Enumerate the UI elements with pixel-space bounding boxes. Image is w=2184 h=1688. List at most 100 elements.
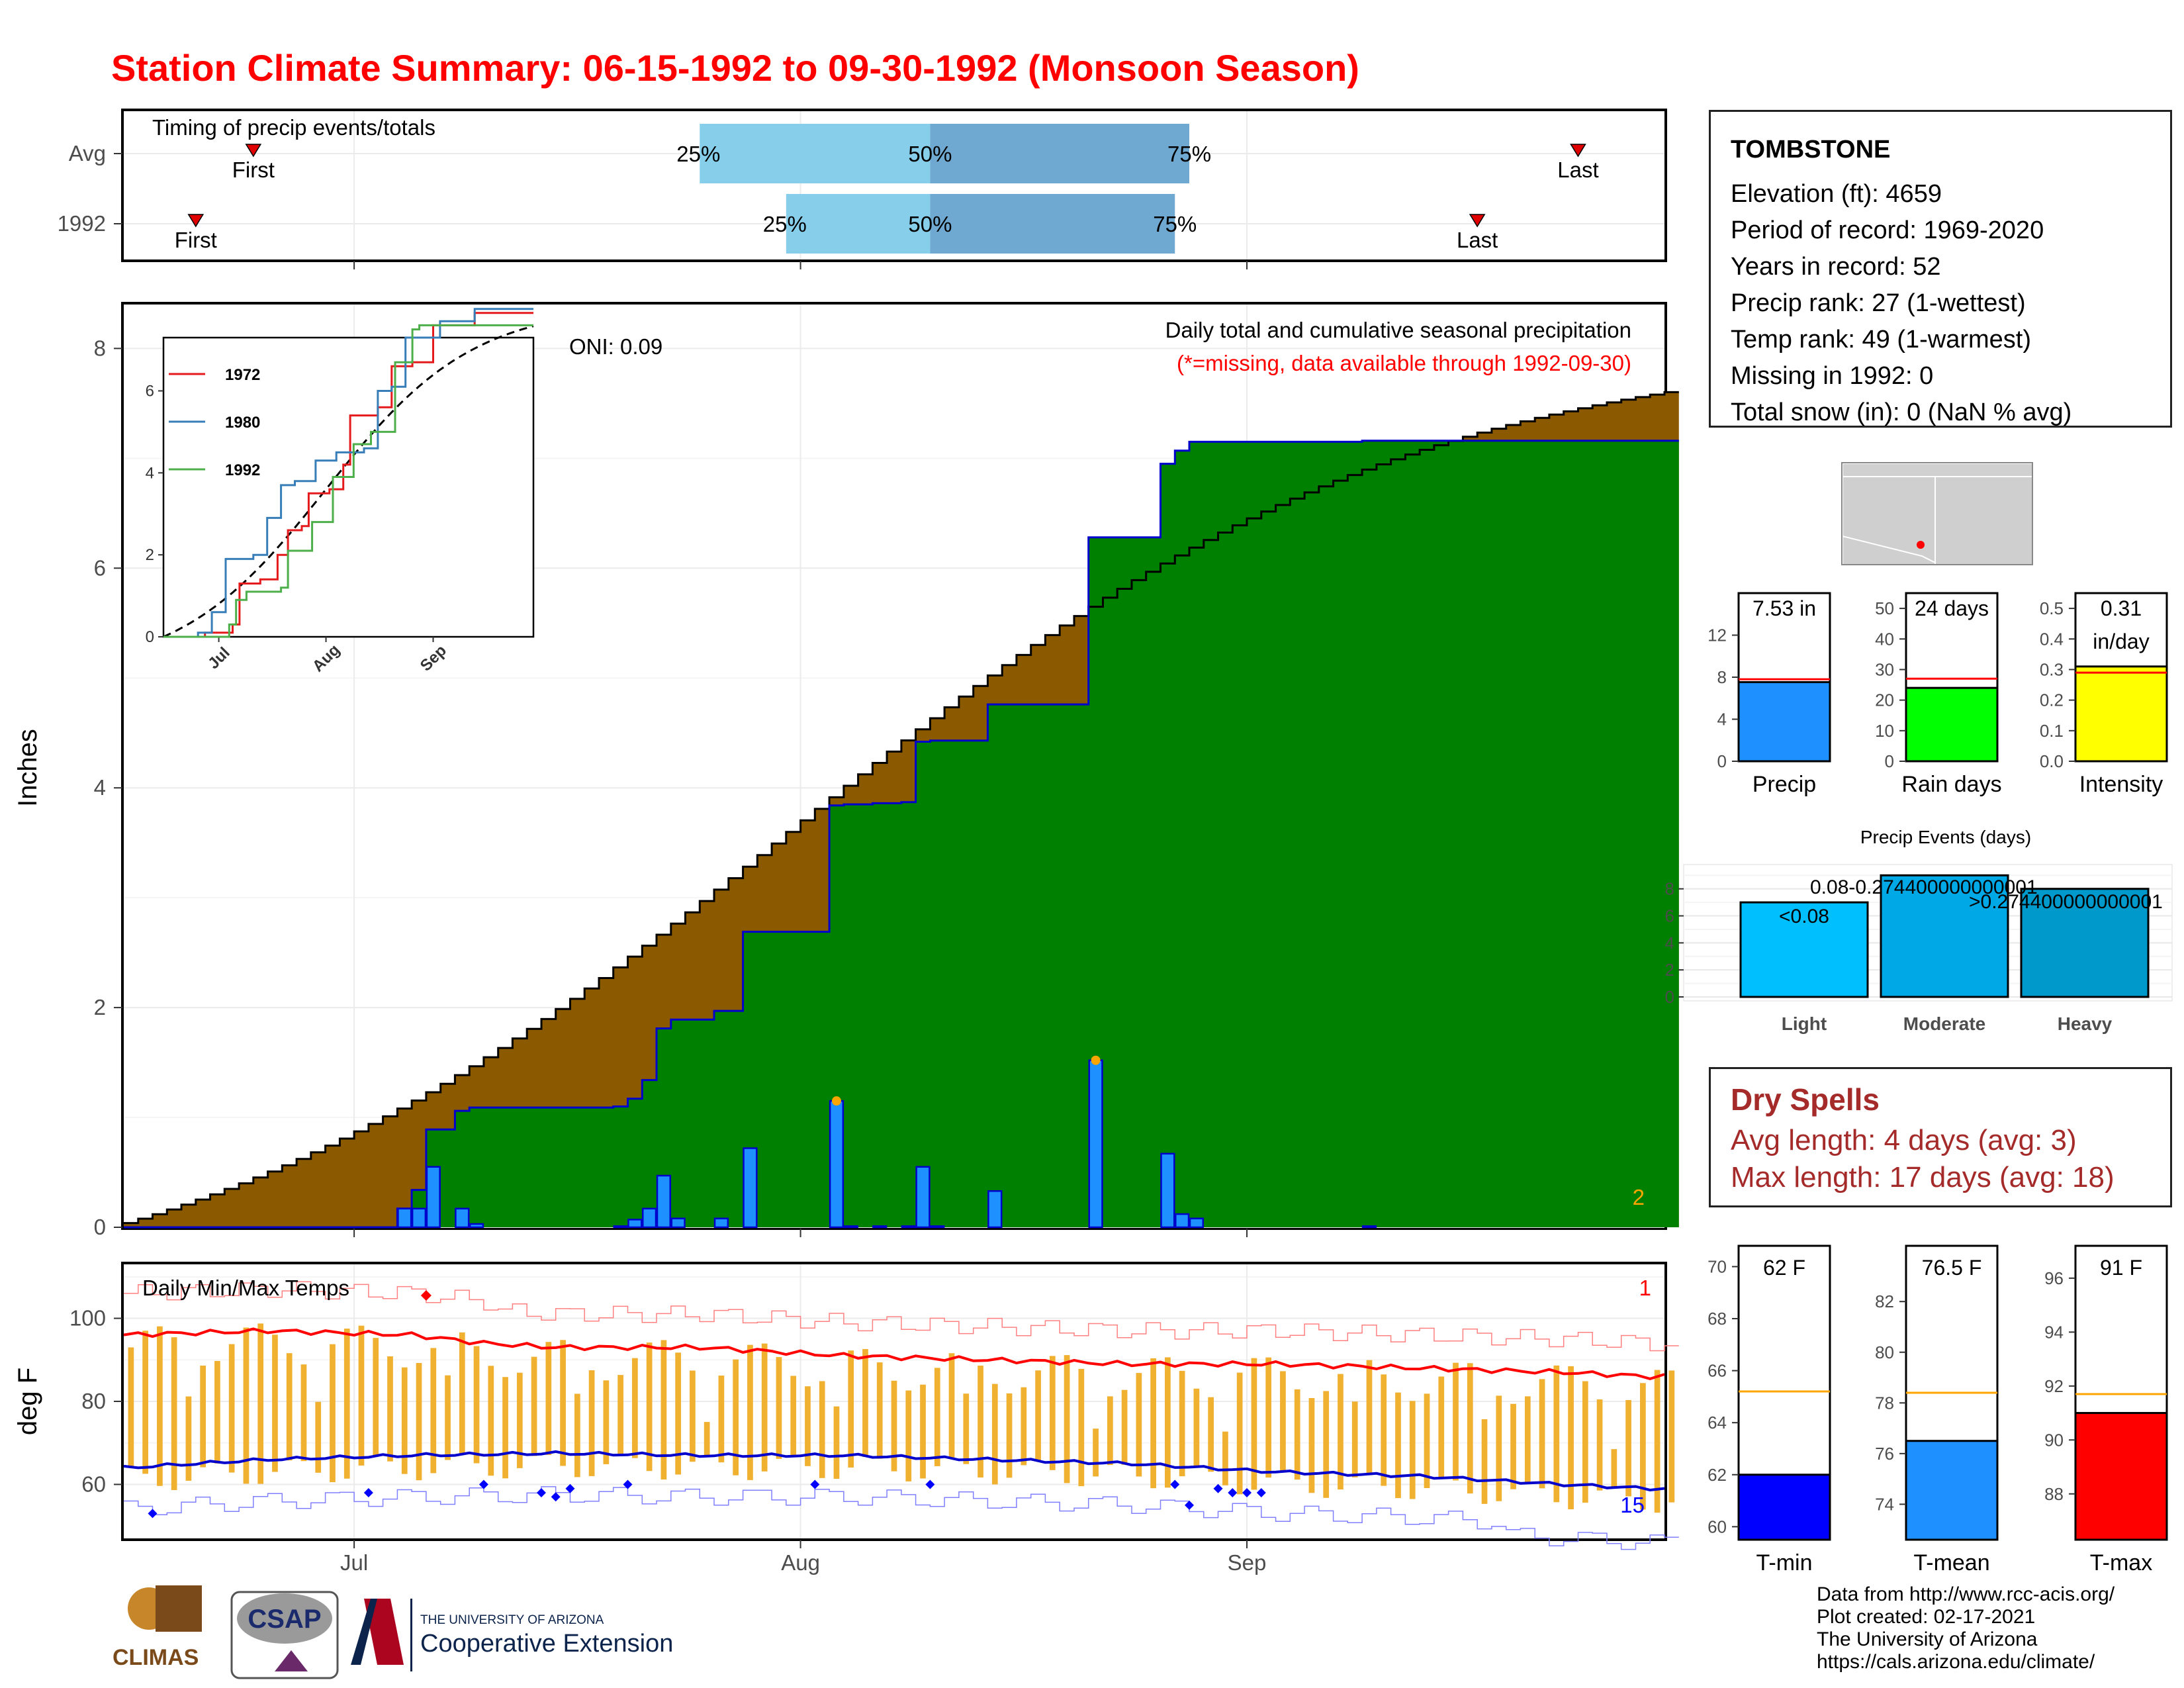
daily-temp-bar — [588, 1370, 595, 1476]
daily-temp-bar — [963, 1393, 970, 1464]
x-axis-tick-label: Sep — [1228, 1550, 1267, 1575]
summary-bar-tick-label: 40 — [1875, 629, 1894, 649]
record-high-line — [124, 1281, 1679, 1352]
footer-line: The University of Arizona — [1817, 1628, 2038, 1650]
record-low-marker — [1170, 1479, 1180, 1489]
climas-logo-text: CLIMAS — [113, 1645, 199, 1670]
temp-summary-tick-label: 94 — [2044, 1322, 2064, 1342]
daily-precip-bar — [843, 1225, 858, 1229]
daily-precip-bar — [455, 1207, 470, 1229]
daily-temp-bar — [1107, 1396, 1113, 1466]
summary-bar-tick-label: 0.0 — [2040, 751, 2064, 771]
precip-ytick-label: 0 — [94, 1215, 106, 1239]
record-low-marker — [1228, 1488, 1238, 1497]
daily-temp-bar — [142, 1331, 148, 1474]
summary-bar-tick-label: 0.2 — [2040, 690, 2064, 710]
location-map — [1841, 462, 2033, 565]
precip-ytick-label: 8 — [94, 336, 106, 360]
arizona-map-icon — [1843, 463, 2032, 564]
timing-first-marker-label: First — [175, 228, 217, 252]
daily-temp-bar — [790, 1376, 797, 1456]
timing-p75-label: 75% — [1153, 212, 1197, 236]
temp-summary-tick-label: 88 — [2044, 1484, 2064, 1504]
temp-summary-value: 76.5 F — [1922, 1256, 1982, 1280]
timing-quartile-bar — [786, 194, 931, 254]
ua-logo: THE UNIVERSITY OF ARIZONA Cooperative Ex… — [351, 1599, 673, 1671]
summary-bar-value: in/day — [2093, 630, 2149, 653]
summary-bar-name: Rain days — [1901, 772, 2001, 797]
record-low-marker — [363, 1488, 373, 1497]
events-bar — [2020, 888, 2150, 998]
daily-temp-bar — [675, 1352, 681, 1475]
station-line: Years in record: 52 — [1731, 253, 1941, 281]
daily-precip-bar — [426, 1166, 441, 1229]
events-tick-label: 8 — [1665, 879, 1674, 899]
events-bar-name: Moderate — [1903, 1013, 1985, 1034]
avg-min-temp-line — [123, 1450, 1665, 1492]
csap-logo: CSAP — [230, 1591, 339, 1679]
daily-temp-bar — [1265, 1357, 1272, 1478]
daily-temp-bar — [1395, 1392, 1401, 1499]
ua-logo-top: THE UNIVERSITY OF ARIZONA — [420, 1613, 604, 1627]
inset-ytick-label: 0 — [146, 628, 154, 646]
daily-temp-bar — [343, 1329, 350, 1479]
x-axis-tick-label: Aug — [781, 1550, 820, 1575]
precip-corner-label: 2 — [1633, 1185, 1645, 1209]
summary-bar-tick-label: 20 — [1875, 690, 1894, 710]
daily-temp-bar — [876, 1362, 883, 1459]
summary-bar-value: 24 days — [1915, 596, 1989, 620]
inset-ytick-label: 2 — [146, 546, 154, 564]
daily-temp-bar — [545, 1342, 552, 1455]
summary-bar — [1905, 686, 1999, 763]
inset-ytick-label: 4 — [146, 464, 154, 482]
temp-summary-tick-label: 70 — [1707, 1256, 1727, 1276]
temp-summary-name: T-mean — [1913, 1550, 1989, 1575]
daily-temp-bar — [257, 1323, 264, 1484]
daily-temp-bar — [531, 1356, 537, 1456]
daily-temp-bar — [387, 1356, 393, 1462]
daily-temp-bar — [905, 1390, 912, 1481]
daily-temp-bar — [401, 1367, 408, 1474]
daily-temp-bar — [862, 1348, 868, 1458]
daily-temp-bar — [330, 1344, 336, 1483]
timing-last-marker — [1469, 214, 1486, 228]
station-info-box: TOMBSTONE Elevation (ft): 4659 Period of… — [1709, 110, 2172, 428]
summary-bar-tick-label: 8 — [1717, 667, 1727, 687]
daily-precip-bar — [397, 1207, 412, 1229]
daily-temp-bar — [1006, 1393, 1013, 1478]
daily-precip-bar — [915, 1166, 931, 1229]
inset-year-line — [163, 308, 533, 638]
events-bar-name: Heavy — [2058, 1013, 2113, 1034]
daily-temp-bar — [1668, 1370, 1675, 1503]
daily-precip-bar — [1175, 1213, 1190, 1229]
record-low-line — [124, 1486, 1679, 1550]
temp-ylabel: deg F — [13, 1368, 42, 1435]
daily-temp-bar — [805, 1386, 811, 1466]
daily-temp-bar — [1524, 1396, 1531, 1482]
chart-title: Station Climate Summary: 06-15-1992 to 0… — [111, 47, 1359, 89]
precip-panel-subtitle: (*=missing, data available through 1992-… — [1177, 351, 1631, 375]
temp-corner-bottom: 15 — [1620, 1493, 1645, 1517]
events-bar-label: <0.08 — [1779, 906, 1829, 927]
inset-legend-label: 1980 — [225, 414, 260, 432]
cumulative-actual-line — [124, 440, 1679, 1229]
max-precip-marker — [1091, 1055, 1101, 1065]
daily-temp-bar — [920, 1384, 926, 1479]
events-bar-label: 0.08-0.274400000000001 — [1810, 876, 2038, 898]
summary-bar-tick-label: 0 — [1885, 751, 1894, 771]
dry-spells-title: Dry Spells — [1731, 1082, 1880, 1117]
daily-precip-bar — [670, 1217, 686, 1229]
temp-summary-bar — [1905, 1440, 1999, 1541]
record-low-marker — [925, 1479, 935, 1489]
daily-precip-bar — [743, 1147, 758, 1229]
daily-temp-bar — [459, 1332, 465, 1455]
daily-precip-bar — [1189, 1217, 1205, 1229]
daily-temp-bar — [1208, 1397, 1214, 1472]
max-precip-marker — [831, 1096, 841, 1106]
record-low-marker — [1256, 1488, 1266, 1497]
summary-bar-name: Intensity — [2079, 772, 2163, 797]
daily-temp-bar — [660, 1340, 667, 1480]
daily-temp-bar — [690, 1370, 696, 1462]
daily-precip-bar — [1088, 1059, 1103, 1229]
daily-temp-bar — [1222, 1431, 1228, 1485]
